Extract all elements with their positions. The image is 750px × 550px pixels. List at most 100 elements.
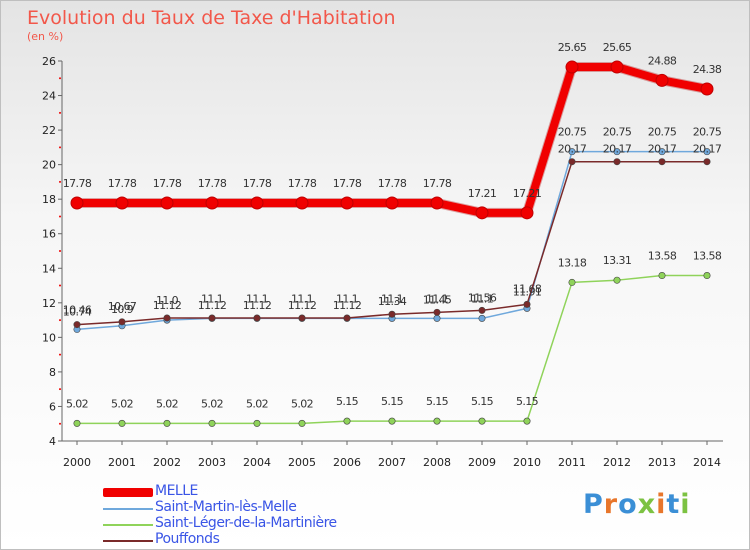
data-point <box>658 148 666 156</box>
data-label: 17.78 <box>423 177 452 190</box>
data-point <box>298 314 306 322</box>
data-label: 10.74 <box>63 306 92 319</box>
logo-letter: r <box>603 489 619 520</box>
data-point <box>568 148 576 156</box>
data-point <box>388 310 396 318</box>
y-tick-label: 10 <box>42 331 56 344</box>
data-label: 20.17 <box>558 143 587 156</box>
data-label: 11.1 <box>201 292 223 305</box>
data-point <box>703 272 711 280</box>
data-point <box>385 196 399 210</box>
data-point <box>613 148 621 156</box>
data-point <box>658 158 666 166</box>
data-label: 20.75 <box>648 126 677 139</box>
data-label: 11.68 <box>513 282 542 295</box>
data-point <box>388 417 396 425</box>
data-point <box>163 314 171 322</box>
data-point <box>433 417 441 425</box>
y-minor-tick <box>59 353 61 356</box>
data-label: 11.12 <box>333 299 362 312</box>
x-tick-label: 2006 <box>333 456 361 469</box>
y-minor-tick <box>59 146 61 149</box>
data-point <box>253 314 261 322</box>
data-label: 24.38 <box>693 63 722 76</box>
data-point <box>703 158 711 166</box>
logo-letter: P <box>583 489 604 520</box>
logo-letter: o <box>618 489 638 520</box>
data-label: 17.21 <box>468 187 497 200</box>
data-label: 13.58 <box>648 250 677 263</box>
x-tick-label: 2009 <box>468 456 496 469</box>
y-tick-label: 22 <box>42 124 56 137</box>
data-label: 5.02 <box>246 397 268 410</box>
data-label: 25.65 <box>558 41 587 54</box>
x-tick-label: 2004 <box>243 456 271 469</box>
data-point <box>163 419 171 427</box>
data-point <box>565 60 579 74</box>
data-label: 24.88 <box>648 54 677 67</box>
data-point <box>295 196 309 210</box>
legend-swatch-pouffonds <box>103 540 153 542</box>
y-tick-label: 20 <box>42 159 56 172</box>
data-point <box>70 196 84 210</box>
y-tick-label: 14 <box>42 262 56 275</box>
legend-swatch-saint-martin <box>103 508 153 510</box>
data-point <box>700 82 714 96</box>
data-point <box>658 272 666 280</box>
logo-letter: i <box>656 489 667 520</box>
y-tick-label: 6 <box>49 400 56 413</box>
data-point <box>208 314 216 322</box>
legend-label-saint-leger: Saint-Léger-de-la-Martinière <box>155 515 337 531</box>
y-minor-tick <box>59 422 61 425</box>
data-point <box>568 278 576 286</box>
data-point <box>475 206 489 220</box>
data-point <box>478 314 486 322</box>
data-point <box>118 419 126 427</box>
x-tick-label: 2005 <box>288 456 316 469</box>
data-point <box>655 73 669 87</box>
data-label: 11.34 <box>378 295 407 308</box>
data-point <box>160 196 174 210</box>
x-tick-label: 2013 <box>648 456 676 469</box>
y-minor-tick <box>59 250 61 252</box>
data-label: 13.58 <box>693 250 722 263</box>
data-point <box>430 196 444 210</box>
logo-letter: i <box>680 489 691 520</box>
data-label: 17.21 <box>513 187 542 200</box>
y-minor-tick <box>59 215 61 218</box>
data-point <box>613 276 621 284</box>
logo-letter: x <box>637 489 657 520</box>
y-tick-label: 18 <box>42 193 56 206</box>
data-label: 5.02 <box>201 397 223 410</box>
x-tick-label: 2000 <box>63 456 91 469</box>
data-label: 5.15 <box>336 395 359 408</box>
data-label: 11.45 <box>423 293 452 306</box>
data-label: 11.0 <box>156 294 179 307</box>
data-label: 17.78 <box>378 177 407 190</box>
legend-label-saint-martin: Saint-Martin-lès-Melle <box>155 499 297 515</box>
data-point <box>208 419 216 427</box>
data-point <box>433 308 441 316</box>
data-point <box>298 419 306 427</box>
data-label: 11.12 <box>153 299 182 312</box>
data-point <box>478 417 486 425</box>
data-point <box>253 419 261 427</box>
data-label: 5.15 <box>381 395 404 408</box>
series-shadow-0 <box>77 62 708 218</box>
data-point <box>520 206 534 220</box>
data-label: 20.17 <box>693 143 722 156</box>
data-label: 11.1 <box>426 292 448 305</box>
x-tick-label: 2014 <box>693 456 721 469</box>
y-unit-label: (en %) <box>27 30 64 43</box>
y-minor-tick <box>59 388 61 391</box>
x-tick-label: 2001 <box>108 456 136 469</box>
data-label: 11.12 <box>243 299 272 312</box>
data-label: 17.78 <box>153 177 182 190</box>
data-label: 20.75 <box>558 126 587 139</box>
data-label: 5.02 <box>66 397 88 410</box>
data-point <box>523 300 531 308</box>
x-tick-label: 2003 <box>198 456 226 469</box>
data-point <box>613 158 621 166</box>
data-label: 11.1 <box>291 292 313 305</box>
